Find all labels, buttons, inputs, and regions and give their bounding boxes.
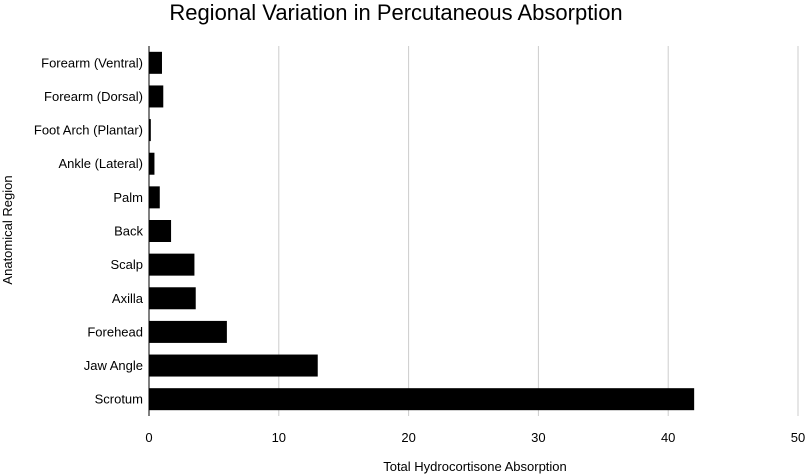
gridlines [278,46,799,416]
category-label: Scalp [110,257,143,272]
x-tick-label: 50 [791,430,805,445]
bar-4 [149,186,160,209]
bar-8 [149,320,227,343]
bar-0 [149,51,162,74]
bar-5 [149,220,172,242]
x-tick-label: 20 [401,430,415,445]
category-label: Foot Arch (Plantar) [34,123,143,138]
category-label: Forehead [87,324,143,339]
category-label: Forearm (Ventral) [41,55,143,70]
category-label: Palm [113,190,143,205]
x-tick-labels: 0 10 20 30 40 50 [145,430,805,445]
category-label: Jaw Angle [84,358,143,373]
category-label: Back [114,224,143,239]
bar-7 [149,287,196,310]
bar-2 [149,119,151,142]
x-tick-label: 0 [145,430,152,445]
x-tick-label: 10 [272,430,286,445]
bar-6 [149,253,195,276]
category-labels: Forearm (Ventral) Forearm (Dorsal) Foot Ar… [34,55,144,406]
x-axis-label: Total Hydrocortisone Absorption [383,459,567,474]
category-label: Scrotum [95,392,143,407]
x-tick-label: 40 [661,430,675,445]
bar-9 [149,354,318,377]
bar-1 [149,85,164,108]
y-axis-label: Anatomical Region [0,175,15,284]
bars [149,51,695,411]
x-tick-label: 30 [531,430,545,445]
bar-10 [149,388,695,411]
bar-3 [149,152,155,175]
category-label: Axilla [112,291,144,306]
category-label: Forearm (Dorsal) [44,89,143,104]
category-label: Ankle (Lateral) [58,156,143,171]
chart-title: Regional Variation in Percutaneous Absor… [169,0,622,25]
